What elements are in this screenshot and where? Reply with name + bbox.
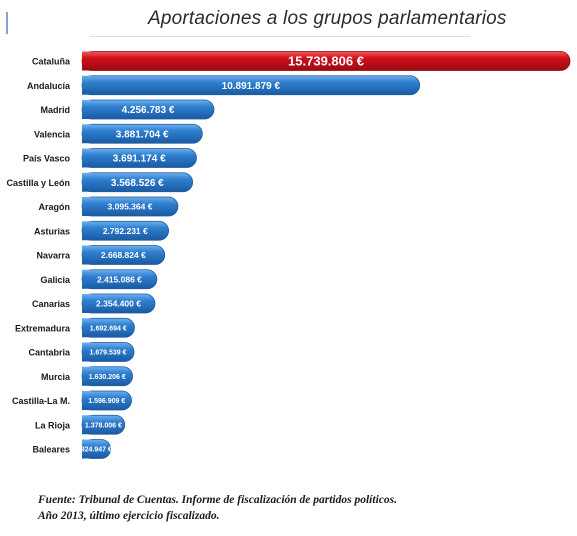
value-labels-group: 15.739.806 € 10.891.879 € 4.256.783 € 3.881… <box>81 54 364 454</box>
bar-left-cap-9 <box>82 245 92 265</box>
source-note: Fuente: Tribunal de Cuentas. Informe de … <box>38 492 568 524</box>
value-label-16: 1.378.006 € <box>85 422 122 429</box>
value-label-6: 3.568.526 € <box>111 178 164 189</box>
bar-left-cap-17 <box>82 439 92 459</box>
bar-left-cap-3 <box>82 100 92 119</box>
category-label-3: Madrid <box>40 105 70 115</box>
source-line-2: Año 2013, último ejercicio fiscalizado. <box>38 510 220 522</box>
category-label-12: Extremadura <box>15 323 71 333</box>
chart-title: Aportaciones a los grupos parlamentarios <box>148 8 507 29</box>
bar-left-cap-1 <box>82 51 92 71</box>
category-label-15: Castilla-La M. <box>12 396 70 406</box>
bar-left-cap-10 <box>82 269 92 289</box>
category-label-9: Navarra <box>36 251 71 261</box>
value-label-8: 2.792.231 € <box>103 226 148 236</box>
bar-left-cap-4 <box>82 124 92 144</box>
value-label-14: 1.630.206 € <box>89 374 126 381</box>
bar-chart: Cataluña Andalucía Madrid Valencia País Vasc… <box>6 51 571 459</box>
category-label-14: Murcia <box>41 372 71 382</box>
category-labels-group: Cataluña Andalucía Madrid Valencia País Vasc… <box>6 57 71 455</box>
bar-left-cap-13 <box>82 342 92 362</box>
bars-group <box>81 51 571 459</box>
bar-left-cap-14 <box>82 366 92 386</box>
value-label-15: 1.596.909 € <box>88 398 125 405</box>
bar-left-cap-6 <box>82 172 92 192</box>
bar-left-cap-11 <box>82 294 92 313</box>
category-label-16: La Rioja <box>35 420 71 430</box>
value-label-10: 2.415.086 € <box>97 274 142 284</box>
source-line-1: Fuente: Tribunal de Cuentas. Informe de … <box>38 494 397 506</box>
category-label-10: Galicia <box>40 275 71 285</box>
value-label-4: 3.881.704 € <box>116 129 169 140</box>
bar-left-cap-8 <box>82 221 92 241</box>
bar-left-cap-5 <box>82 148 92 168</box>
value-label-17: 924.947 € <box>81 447 112 454</box>
bar-left-cap-16 <box>82 415 92 435</box>
bar-left-cap-15 <box>82 391 92 410</box>
category-label-2: Andalucía <box>27 81 71 91</box>
category-label-4: Valencia <box>34 129 71 139</box>
value-label-2: 10.891.879 € <box>222 81 281 92</box>
value-label-11: 2.354.400 € <box>96 299 141 309</box>
category-label-5: País Vasco <box>23 154 71 164</box>
category-label-11: Canarias <box>32 299 70 309</box>
decorative-marker <box>6 12 8 34</box>
category-label-1: Cataluña <box>32 57 71 67</box>
value-label-3: 4.256.783 € <box>122 105 175 116</box>
value-label-5: 3.691.174 € <box>113 154 166 165</box>
bar-left-cap-7 <box>82 197 92 216</box>
category-label-7: Aragón <box>39 202 71 212</box>
value-label-13: 1.679.539 € <box>90 350 127 357</box>
bar-left-cap-12 <box>82 318 92 338</box>
value-label-1: 15.739.806 € <box>288 54 364 69</box>
value-label-9: 2.668.824 € <box>101 250 146 260</box>
category-label-13: Cantabria <box>28 348 71 358</box>
value-label-12: 1.692.694 € <box>90 325 127 332</box>
category-label-17: Baleares <box>32 445 70 455</box>
value-label-7: 3.095.364 € <box>108 202 153 212</box>
bar-left-cap-2 <box>82 75 92 95</box>
category-label-6: Castilla y León <box>6 178 70 188</box>
title-divider <box>90 36 470 37</box>
category-label-8: Asturias <box>34 226 70 236</box>
